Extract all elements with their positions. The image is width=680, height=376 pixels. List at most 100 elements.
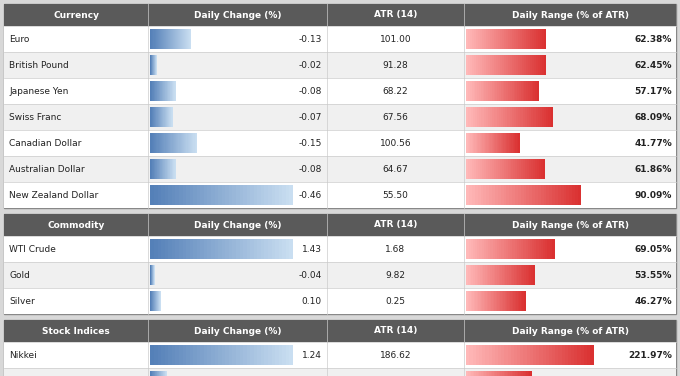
Bar	[4, 214, 676, 314]
Bar	[508, 55, 511, 75]
Bar	[511, 291, 512, 311]
Bar	[520, 159, 522, 179]
Bar	[182, 185, 186, 205]
Bar	[524, 185, 527, 205]
Bar	[520, 107, 523, 127]
Bar	[549, 239, 552, 259]
Bar	[547, 185, 549, 205]
Bar	[171, 107, 173, 127]
Bar	[154, 107, 155, 127]
Bar	[173, 29, 175, 49]
Bar	[488, 239, 491, 259]
Bar	[290, 185, 294, 205]
Bar	[496, 55, 498, 75]
Bar	[501, 345, 505, 365]
Bar	[558, 345, 562, 365]
Bar	[471, 291, 473, 311]
Bar	[475, 133, 477, 153]
Bar	[170, 133, 172, 153]
Bar	[487, 291, 489, 311]
Bar	[168, 185, 172, 205]
Bar	[500, 29, 503, 49]
Bar	[533, 107, 536, 127]
Bar	[155, 291, 156, 311]
Bar	[218, 185, 222, 205]
Bar	[529, 185, 532, 205]
Text: 91.28: 91.28	[383, 61, 408, 70]
Bar	[261, 185, 265, 205]
Bar	[494, 55, 496, 75]
Text: -0.13: -0.13	[299, 35, 322, 44]
Bar	[528, 265, 530, 285]
Bar	[158, 345, 162, 365]
Bar	[188, 29, 189, 49]
Bar	[167, 81, 169, 101]
Bar	[516, 107, 519, 127]
Bar	[517, 185, 521, 205]
Bar	[218, 345, 222, 365]
Bar	[488, 29, 490, 49]
Bar	[193, 133, 195, 153]
Bar	[520, 345, 524, 365]
Bar	[482, 55, 485, 75]
Bar	[485, 265, 488, 285]
Bar	[510, 133, 512, 153]
Bar	[516, 29, 518, 49]
Bar	[492, 265, 494, 285]
Bar	[154, 29, 156, 49]
Bar	[157, 371, 158, 376]
Bar	[151, 81, 152, 101]
Bar	[167, 159, 168, 179]
Bar	[233, 239, 237, 259]
Bar	[532, 55, 534, 75]
Bar	[183, 133, 185, 153]
Bar	[158, 239, 162, 259]
Bar	[472, 159, 475, 179]
Bar	[504, 159, 506, 179]
Text: 9.82: 9.82	[386, 270, 405, 279]
Bar	[236, 185, 240, 205]
Bar	[177, 29, 179, 49]
Bar	[473, 81, 476, 101]
Bar	[156, 291, 157, 311]
Bar	[257, 345, 261, 365]
Bar	[4, 104, 676, 130]
Bar	[171, 81, 172, 101]
Bar	[165, 29, 167, 49]
Bar	[498, 29, 500, 49]
Bar	[566, 185, 570, 205]
Bar	[163, 29, 164, 49]
Bar	[169, 81, 170, 101]
Bar	[173, 133, 174, 153]
Bar	[484, 55, 487, 75]
Bar	[186, 239, 190, 259]
Bar	[156, 371, 157, 376]
Bar	[532, 81, 534, 101]
Bar	[159, 371, 160, 376]
Bar	[495, 81, 498, 101]
Bar	[233, 185, 237, 205]
Bar	[505, 291, 507, 311]
Bar	[484, 291, 486, 311]
Bar	[158, 29, 160, 49]
Bar	[515, 185, 518, 205]
Text: 101.00: 101.00	[379, 35, 411, 44]
Bar	[164, 159, 165, 179]
Bar	[494, 107, 497, 127]
Bar	[161, 371, 162, 376]
Bar	[475, 107, 477, 127]
Text: -0.08: -0.08	[299, 86, 322, 96]
Bar	[471, 265, 474, 285]
Bar	[490, 239, 493, 259]
Bar	[477, 239, 480, 259]
Bar	[159, 291, 160, 311]
Bar	[546, 107, 549, 127]
Bar	[153, 81, 154, 101]
Text: New Zealand Dollar: New Zealand Dollar	[9, 191, 98, 200]
Bar	[500, 133, 501, 153]
Bar	[498, 55, 500, 75]
Bar	[174, 81, 175, 101]
Bar	[513, 81, 516, 101]
Bar	[481, 133, 483, 153]
Bar	[151, 291, 152, 311]
